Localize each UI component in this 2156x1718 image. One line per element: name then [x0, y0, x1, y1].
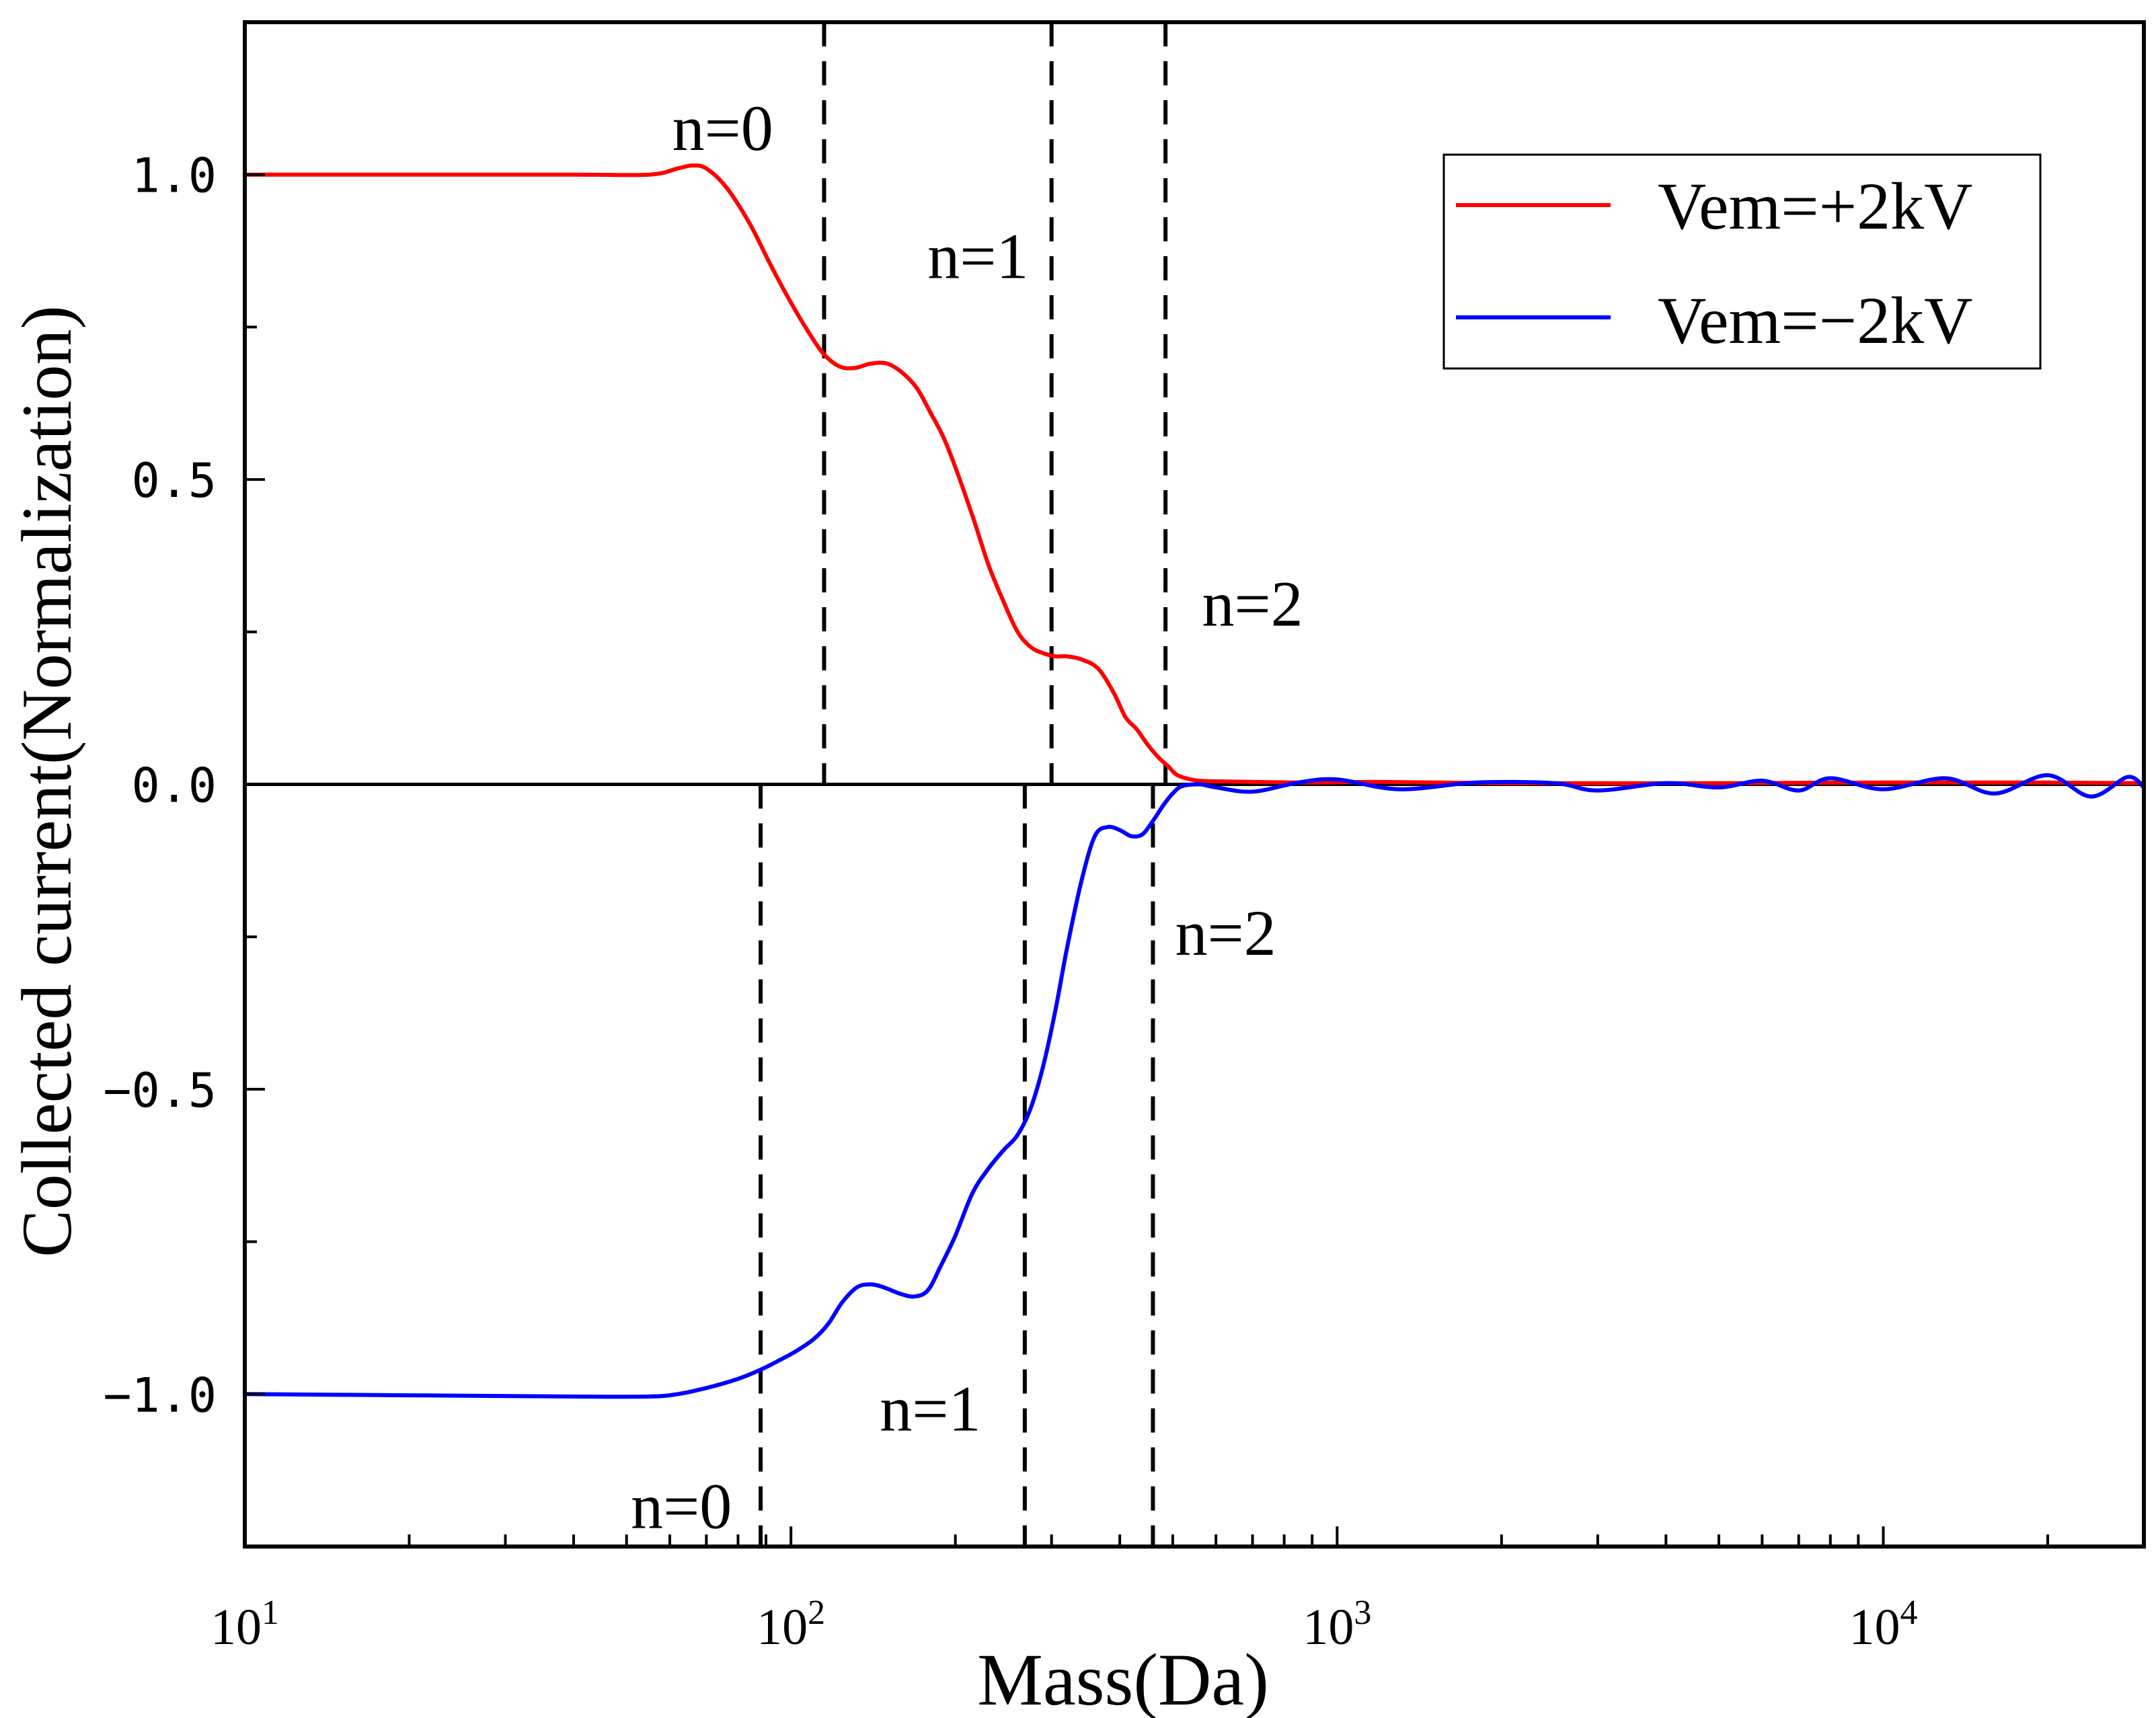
x-tick-label-3: 104	[1849, 1594, 1917, 1655]
annotation-4: n=1	[880, 1372, 980, 1444]
y-axis-title: Collected current(Normalization)	[7, 305, 86, 1257]
legend-label-0: Vem=+2kV	[1658, 169, 1972, 243]
plot-frame	[243, 20, 2146, 1549]
annotation-2: n=2	[1202, 568, 1303, 639]
legend: Vem=+2kV Vem=−2kV	[1442, 153, 2042, 370]
x-tick-label-1: 102	[757, 1594, 825, 1655]
legend-box	[1442, 153, 2042, 370]
x-tick-label-0: 101	[210, 1594, 279, 1655]
annotation-3: n=0	[631, 1471, 732, 1543]
annotation-5: n=2	[1175, 897, 1276, 969]
annotation-1: n=1	[927, 221, 1028, 292]
tick-labels: 101 102 103 104 1.0 0.5 0.0 −0.5 −1.0	[103, 149, 1917, 1655]
x-axis-title: Mass(Da)	[977, 1639, 1269, 1718]
series-line-1	[244, 773, 2145, 1399]
annotations: n=0 n=1 n=2 n=0 n=1 n=2	[631, 92, 1303, 1542]
series-lines	[244, 163, 2145, 1399]
y-tick-label-2: 0.0	[132, 758, 217, 814]
y-tick-label-4: −1.0	[103, 1368, 217, 1423]
legend-label-1: Vem=−2kV	[1658, 283, 1972, 358]
y-tick-label-0: 1.0	[132, 149, 217, 204]
y-tick-label-1: 0.5	[132, 453, 217, 508]
annotation-0: n=0	[672, 92, 773, 164]
y-tick-label-3: −0.5	[103, 1063, 217, 1118]
x-tick-label-2: 103	[1303, 1594, 1371, 1655]
